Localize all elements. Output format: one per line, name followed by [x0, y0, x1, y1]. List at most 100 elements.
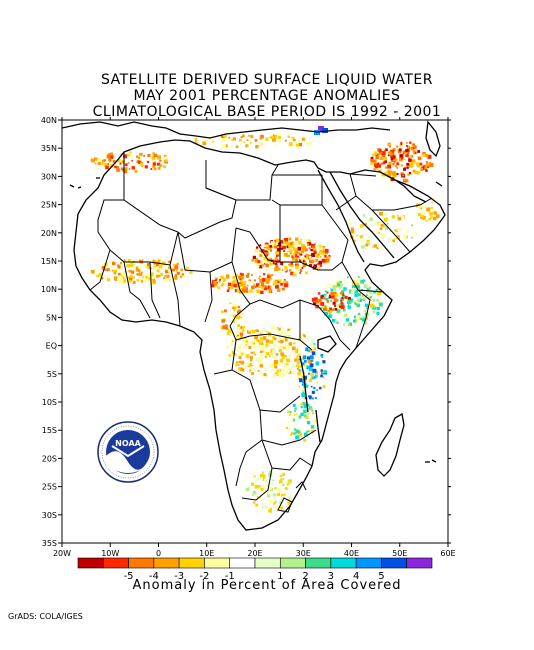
- anomaly-cell: [271, 261, 275, 265]
- anomaly-cell: [374, 163, 379, 168]
- anomaly-cell: [239, 282, 243, 287]
- anomaly-cell: [97, 161, 101, 165]
- anomaly-cell: [380, 245, 383, 248]
- anomaly-cell: [288, 421, 290, 424]
- anomaly-cell: [176, 262, 179, 266]
- anomaly-cell: [330, 288, 334, 292]
- anomaly-cell: [236, 310, 241, 314]
- anomaly-cell: [269, 288, 271, 291]
- anomaly-cell: [220, 135, 223, 138]
- anomaly-cell: [294, 428, 297, 431]
- anomaly-cell: [222, 144, 226, 148]
- anomaly-cell: [102, 276, 106, 280]
- anomaly-cell: [248, 346, 252, 349]
- anomaly-cell: [318, 260, 323, 265]
- anomaly-cell: [311, 298, 316, 302]
- anomaly-cell: [297, 345, 300, 348]
- anomaly-cell: [406, 229, 409, 233]
- anomaly-cell: [234, 353, 237, 356]
- anomaly-cell: [343, 323, 346, 326]
- anomaly-cell: [396, 145, 399, 148]
- lat-tick-label: 40N: [41, 116, 57, 125]
- anomaly-cell: [293, 432, 296, 435]
- anomaly-cell: [258, 285, 262, 289]
- anomaly-cell: [182, 273, 184, 276]
- anomaly-cell: [303, 409, 307, 414]
- anomaly-cell: [136, 160, 140, 164]
- anomaly-cell: [112, 160, 116, 163]
- anomaly-cell: [250, 135, 254, 139]
- anomaly-cell: [152, 162, 157, 166]
- anomaly-cell: [290, 432, 294, 435]
- anomaly-cell: [296, 263, 299, 266]
- anomaly-cell: [259, 336, 264, 341]
- anomaly-cell: [412, 169, 416, 173]
- anomaly-cell: [246, 135, 249, 138]
- anomaly-cell: [401, 157, 404, 160]
- anomaly-cell: [281, 497, 284, 501]
- anomaly-cell: [402, 150, 407, 155]
- anomaly-cell: [284, 355, 287, 358]
- noaa-logo-text: NOAA: [115, 439, 141, 448]
- anomaly-cell: [388, 144, 391, 146]
- anomaly-cell: [340, 298, 343, 301]
- anomaly-cell: [324, 255, 327, 258]
- anomaly-cell: [339, 303, 343, 306]
- anomaly-cell: [320, 374, 323, 378]
- anomaly-cell: [304, 362, 308, 366]
- anomaly-cell: [410, 154, 414, 158]
- anomaly-cell: [261, 264, 264, 267]
- anomaly-cell: [149, 272, 154, 277]
- anomaly-cell: [314, 397, 317, 400]
- anomaly-cell: [285, 242, 289, 246]
- anomaly-cell: [295, 265, 299, 270]
- anomaly-cell: [392, 239, 395, 243]
- anomaly-cell: [307, 349, 310, 353]
- anomaly-cell: [304, 238, 306, 241]
- anomaly-cell: [95, 265, 97, 267]
- anomaly-cell: [394, 238, 396, 240]
- anomaly-cell: [298, 432, 303, 437]
- anomaly-cell: [224, 309, 227, 313]
- anomaly-cell: [361, 239, 365, 243]
- anomaly-cell: [365, 222, 368, 225]
- anomaly-cell: [362, 224, 365, 227]
- anomaly-cell: [313, 250, 317, 255]
- anomaly-cell: [247, 272, 250, 276]
- anomaly-cell: [328, 255, 331, 258]
- anomaly-cell: [340, 305, 344, 310]
- anomaly-cell: [350, 227, 354, 231]
- anomaly-cell: [321, 307, 324, 310]
- anomaly-cell: [260, 350, 263, 353]
- anomaly-cell: [229, 355, 232, 358]
- anomaly-cell: [311, 385, 313, 388]
- anomaly-cell: [138, 160, 142, 164]
- anomaly-cell: [133, 263, 136, 267]
- anomaly-cell: [274, 262, 278, 265]
- anomaly-cell: [313, 420, 317, 424]
- anomaly-cell: [414, 232, 417, 235]
- anomaly-cell: [297, 371, 302, 376]
- anomaly-cell: [313, 343, 316, 345]
- anomaly-cell: [269, 136, 272, 139]
- colorbar-label: 1: [277, 571, 283, 582]
- anomaly-cell: [157, 258, 161, 262]
- anomaly-cell: [413, 145, 417, 149]
- anomaly-cell: [155, 262, 160, 267]
- anomaly-cell: [152, 155, 154, 157]
- anomaly-cell: [284, 266, 288, 270]
- anomaly-cell: [316, 262, 320, 266]
- anomaly-cell: [276, 247, 281, 252]
- anomaly-cell: [306, 430, 310, 434]
- anomaly-cell: [288, 263, 291, 266]
- anomaly-cell: [393, 155, 396, 158]
- anomaly-cell: [346, 234, 349, 237]
- anomaly-cell: [366, 219, 369, 222]
- anomaly-cell: [315, 300, 319, 304]
- anomaly-cell: [383, 213, 388, 217]
- anomaly-cell: [221, 314, 223, 317]
- anomaly-cell: [235, 320, 238, 323]
- anomaly-cell: [251, 259, 254, 262]
- anomaly-cell: [226, 345, 229, 349]
